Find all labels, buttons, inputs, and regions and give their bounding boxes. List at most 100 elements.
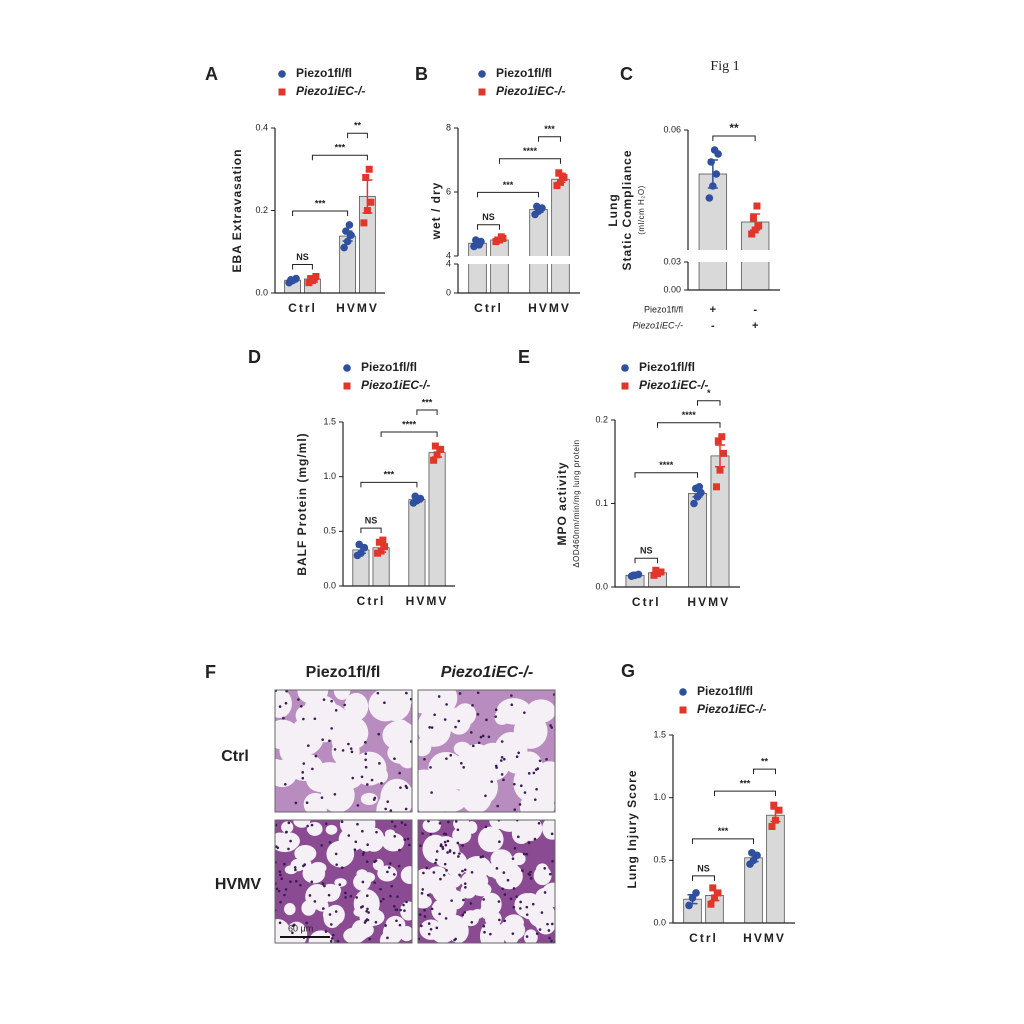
nucleus [365,918,369,921]
alveolus [275,690,292,718]
legend-marker [621,382,629,390]
tissue [275,820,412,943]
nucleus [378,762,381,765]
nucleus [503,893,507,896]
nucleus [299,883,302,887]
alveolus [323,909,341,929]
nucleus [433,713,436,717]
nucleus [398,771,401,775]
nucleus [334,910,338,913]
nucleus [469,902,473,905]
nucleus [365,894,369,898]
nucleus [421,888,425,891]
nucleus [356,822,359,826]
significance-label: *** [422,397,433,407]
nucleus [361,880,365,884]
y-tick-label: 0.0 [323,580,336,590]
nucleus [390,884,394,888]
alveolus [442,708,458,720]
nucleus [291,931,294,935]
nucleus [543,891,547,894]
data-point [377,547,385,555]
data-point [713,483,720,491]
nucleus [548,936,551,940]
data-point [652,566,660,574]
alveolus [353,889,380,919]
nucleus [519,900,522,904]
y-axis-label: wet / dry [429,182,443,241]
nucleus [444,917,448,920]
x-tick-label: HVMV [743,931,786,945]
x-tick-label: HVMV [687,595,730,609]
nucleus [284,782,287,786]
legend-label: Piezo1iEC-/- [496,84,565,98]
data-point [770,801,778,809]
alveolus [275,832,287,846]
legend-label: Piezo1fl/fl [296,66,352,80]
nucleus [435,926,439,930]
nucleus [517,751,520,755]
nucleus [501,887,504,891]
nucleus [321,882,325,885]
nucleus [356,804,360,807]
nucleus [313,717,317,721]
significance-label: NS [365,515,378,525]
image-border [274,819,413,944]
y-tick-label: 1.5 [323,416,336,426]
nucleus [384,807,387,811]
significance-label: *** [718,826,729,836]
significance-bracket [634,557,658,564]
nucleus [494,715,497,718]
y-tick-label: 1.0 [653,792,666,802]
significance-label: NS [697,863,710,873]
nucleus [349,747,353,750]
x-tick-label: Ctrl [689,931,718,945]
data-point [355,540,364,549]
nucleus [470,921,474,924]
row-mark: - [711,320,715,332]
alveolus [372,767,388,784]
y-tick-label: 0 [446,287,451,297]
tissue [418,690,555,812]
nucleus [438,821,442,825]
nucleus [328,913,332,916]
nucleus [487,735,491,739]
data-point [657,568,665,576]
nucleus [532,771,536,775]
nucleus [374,920,378,924]
nucleus [350,750,354,754]
nucleus [320,796,324,799]
nucleus [404,807,408,811]
significance-label: NS [482,212,495,222]
nucleus [284,888,288,891]
nucleus [538,759,542,763]
nucleus [359,906,363,909]
nucleus [374,859,378,862]
nucleus [351,776,355,780]
nucleus [427,922,431,925]
bar [551,178,570,294]
nucleus [314,754,318,758]
nucleus [327,893,331,897]
alveolus [423,776,457,811]
alveolus [275,758,284,772]
alveolus [325,824,338,835]
alveolus [399,926,412,942]
significance-label: ** [354,121,362,131]
nucleus [531,902,535,906]
y-tick-label: 0.2 [255,205,268,215]
data-point [707,900,715,908]
nucleus [382,897,385,901]
row-label: Ctrl [221,748,249,765]
alveolus [387,690,412,709]
legend-label: Piezo1fl/fl [639,360,695,374]
legend-marker [343,364,351,372]
nucleus [384,924,387,927]
nucleus [353,848,357,851]
significance-label: *** [503,180,514,190]
nucleus [494,708,498,712]
nucleus [285,690,288,693]
alveolus [463,856,492,879]
nucleus [502,871,506,874]
bar [688,493,707,588]
